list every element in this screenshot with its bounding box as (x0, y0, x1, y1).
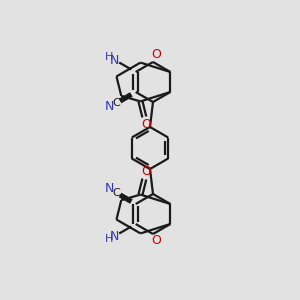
Text: H: H (105, 52, 113, 61)
Text: N: N (105, 100, 114, 113)
Text: O: O (141, 118, 151, 131)
Text: O: O (141, 165, 151, 178)
Text: C: C (112, 188, 120, 197)
Text: N: N (110, 53, 120, 67)
Text: O: O (151, 235, 161, 248)
Text: N: N (105, 182, 114, 196)
Text: H: H (105, 235, 113, 244)
Text: O: O (151, 49, 161, 62)
Text: C: C (112, 98, 120, 109)
Text: N: N (110, 230, 120, 242)
